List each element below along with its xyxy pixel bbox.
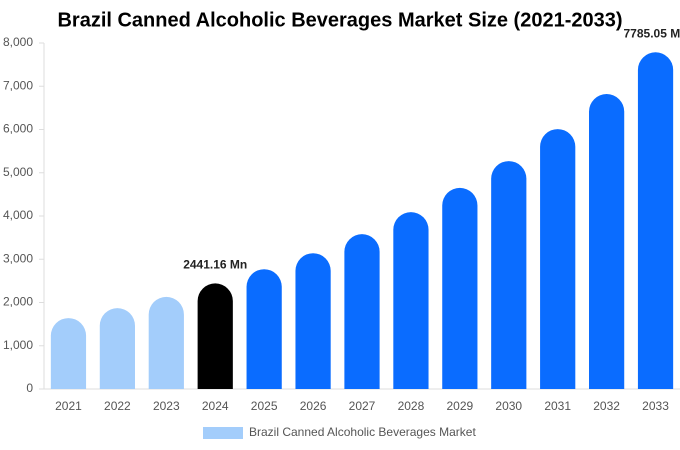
x-tick-label: 2027	[349, 399, 376, 413]
x-tick-label: 2032	[593, 399, 620, 413]
bar	[589, 94, 625, 389]
y-tick-label: 0	[26, 381, 33, 395]
y-tick-label: 5,000	[3, 165, 33, 179]
value-label: 7785.05 Mn	[624, 26, 680, 40]
x-tick-label: 2033	[642, 399, 669, 413]
chart-title: Brazil Canned Alcoholic Beverages Market…	[57, 9, 622, 31]
y-tick-label: 8,000	[3, 35, 33, 49]
y-tick-label: 6,000	[3, 122, 33, 136]
x-tick-label: 2024	[202, 399, 229, 413]
x-tick-label: 2022	[104, 399, 131, 413]
legend-swatch	[203, 427, 243, 439]
y-tick-label: 7,000	[3, 78, 33, 92]
bar	[50, 318, 87, 389]
bar	[295, 253, 331, 389]
bar	[637, 52, 674, 389]
bar	[540, 129, 576, 389]
x-tick-label: 2028	[398, 399, 425, 413]
y-tick-label: 4,000	[3, 208, 33, 222]
value-label: 2441.16 Mn	[183, 258, 247, 272]
y-tick-label: 2,000	[3, 295, 33, 309]
bar	[393, 212, 429, 389]
bar	[197, 283, 233, 389]
bar	[99, 308, 135, 389]
x-tick-label: 2021	[55, 399, 82, 413]
x-tick-label: 2025	[251, 399, 278, 413]
y-tick-label: 3,000	[3, 251, 33, 265]
bar	[246, 269, 282, 389]
bar	[491, 161, 527, 389]
x-tick-label: 2030	[495, 399, 522, 413]
bar	[344, 234, 380, 389]
x-tick-label: 2026	[300, 399, 327, 413]
bar	[442, 187, 478, 389]
x-tick-label: 2023	[153, 399, 180, 413]
x-tick-label: 2029	[446, 399, 473, 413]
bar	[148, 296, 184, 389]
y-tick-label: 1,000	[3, 338, 33, 352]
x-tick-label: 2031	[544, 399, 571, 413]
legend-label: Brazil Canned Alcoholic Beverages Market	[249, 425, 476, 439]
